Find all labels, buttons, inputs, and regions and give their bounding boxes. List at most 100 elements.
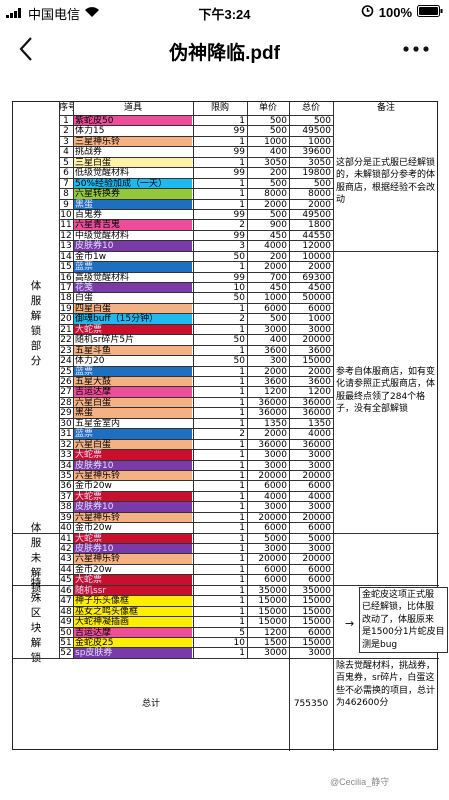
unit-price: 4000 [264, 491, 287, 502]
total-price: 15000 [302, 617, 331, 627]
purchase-limit: 1 [239, 178, 245, 189]
purchase-limit: 1 [239, 470, 245, 481]
row-divider [59, 208, 333, 210]
row-divider [59, 459, 333, 461]
row-divider [59, 365, 333, 367]
row-number: 47 [60, 596, 72, 606]
unit-price: 6000 [264, 481, 287, 491]
total-price: 1800 [308, 220, 331, 230]
total-price: 10000 [302, 251, 331, 262]
total-price: 8000 [308, 189, 331, 199]
row-divider [59, 501, 333, 503]
row-number: 30 [60, 418, 72, 429]
item-name: 白蛋 [75, 293, 94, 303]
item-color-fill [74, 345, 192, 356]
item-name: 金币20w [75, 523, 112, 533]
item-name: 大蛇票 [75, 491, 103, 502]
purchase-limit: 1 [239, 303, 245, 314]
note-divider [333, 532, 439, 534]
total-price: 20000 [302, 335, 331, 345]
row-number: 34 [60, 460, 72, 470]
purchase-limit: 1 [239, 460, 245, 470]
row-divider [59, 386, 333, 388]
total-price: 3600 [308, 345, 331, 356]
row-number: 21 [60, 324, 72, 335]
item-name: 金币1w [75, 251, 107, 262]
row-number: 44 [60, 564, 72, 575]
row-number: 39 [60, 512, 72, 523]
item-name: 黑蛋 [75, 199, 94, 209]
column-header: 总价 [301, 103, 320, 113]
unit-price: 3600 [264, 345, 287, 356]
row-divider [59, 177, 333, 179]
item-color-fill [74, 627, 192, 637]
unit-price: 2000 [264, 366, 287, 376]
row-divider [59, 532, 333, 534]
unit-price: 15000 [258, 606, 287, 617]
row-number: 5 [63, 157, 69, 168]
row-number: 8 [63, 189, 69, 199]
unit-price: 1000 [264, 136, 287, 147]
row-divider [59, 469, 333, 471]
row-divider [59, 313, 333, 315]
unit-price: 900 [269, 220, 287, 230]
row-number: 46 [60, 585, 72, 596]
purchase-limit: 50 [233, 251, 245, 262]
unit-price: 8000 [264, 189, 287, 199]
purchase-limit: 99 [233, 147, 245, 157]
more-button[interactable] [399, 36, 433, 62]
item-name: 六星白蛋 [75, 397, 112, 408]
pdf-page[interactable]: 序号 道具 限购 单价 总价 备注 1 紫蛇皮50 1 500 500 2 体力15 99 500 49500… [12, 101, 448, 751]
unit-price: 1200 [264, 387, 287, 397]
row-number: 19 [60, 303, 72, 314]
item-name: 六星神乐铃 [75, 512, 121, 523]
row-number: 23 [60, 345, 72, 356]
remark-note: 参考自体服商店，如有变 化请参照正式服商店，体 服最终点领了284个格 子，没有… [336, 366, 436, 415]
row-divider [59, 355, 333, 357]
row-number: 1 [63, 116, 69, 126]
column-divider [73, 102, 74, 658]
row-number: 48 [60, 606, 72, 617]
unit-price: 500 [269, 116, 287, 126]
row-divider [59, 543, 333, 545]
unit-price: 500 [269, 314, 287, 324]
chevron-left-icon [19, 37, 32, 61]
unit-price: 500 [269, 209, 287, 220]
total-price: 49500 [302, 126, 331, 136]
column-divider [333, 102, 334, 751]
unit-price: 400 [269, 147, 287, 157]
purchase-limit: 1 [239, 554, 245, 564]
unit-price: 6000 [264, 575, 287, 585]
item-color-fill [74, 596, 192, 606]
item-color-fill [74, 512, 192, 523]
item-color-fill [74, 366, 192, 376]
row-divider [59, 563, 333, 565]
row-number: 37 [60, 491, 72, 502]
back-button[interactable] [14, 34, 38, 64]
unit-price: 300 [269, 356, 287, 366]
purchase-limit: 1 [239, 116, 245, 126]
purchase-limit: 1 [239, 450, 245, 460]
purchase-limit: 1 [239, 481, 245, 491]
total-price: 2000 [308, 262, 331, 272]
purchase-limit: 1 [239, 596, 245, 606]
purchase-limit: 50 [233, 356, 245, 366]
item-color-fill [74, 575, 192, 585]
item-name: 御魂buff（15分钟） [75, 314, 159, 324]
item-color-fill [74, 397, 192, 408]
total-price: 20000 [302, 470, 331, 481]
total-price: 3600 [308, 377, 331, 387]
item-color-fill [74, 554, 192, 564]
purchase-limit: 1 [239, 387, 245, 397]
unit-price: 36000 [258, 408, 287, 418]
row-divider [59, 344, 333, 346]
purchase-limit: 1 [239, 533, 245, 544]
row-number: 4 [63, 147, 69, 157]
purchase-limit: 1 [239, 262, 245, 272]
purchase-limit: 99 [233, 126, 245, 136]
item-color-fill [74, 470, 192, 481]
item-name: 百鬼券 [75, 209, 103, 220]
row-divider [59, 428, 333, 430]
purchase-limit: 1 [239, 575, 245, 585]
item-name: 三星神乐铃 [75, 136, 121, 147]
